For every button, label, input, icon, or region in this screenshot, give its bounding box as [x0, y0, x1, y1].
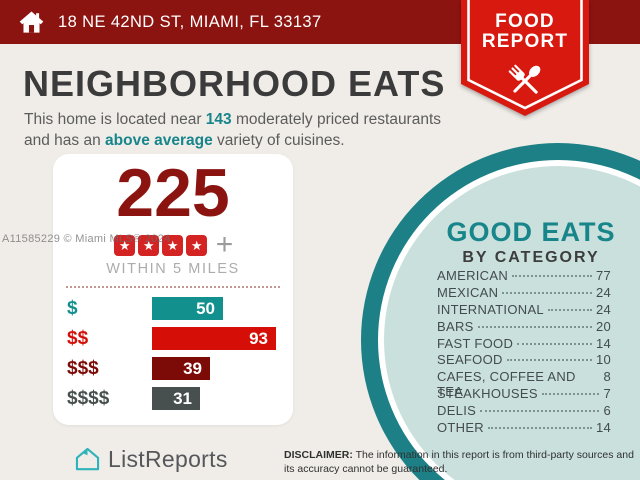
category-count: 20 [595, 318, 611, 334]
category-row: MEXICAN 24 [437, 285, 611, 302]
dot-leader [477, 325, 592, 328]
price-tier-bar: 50 [152, 297, 223, 320]
property-address: 18 NE 42ND ST, MIAMI, FL 33137 [58, 12, 322, 31]
dot-leader [506, 359, 592, 362]
category-count: 8 [603, 369, 611, 385]
category-row: AMERICAN 77 [437, 268, 611, 285]
dot-leader [502, 291, 592, 294]
radius-label: WITHIN 5 MILES [106, 261, 240, 277]
category-count: 24 [595, 301, 611, 317]
price-tier-bar: 31 [152, 387, 200, 410]
disclaimer: DISCLAIMER: The information in this repo… [284, 449, 636, 476]
good-eats-header: GOOD EATS BY CATEGORY [425, 217, 637, 267]
listreports-logo-icon [75, 447, 100, 471]
subtitle-text: moderately priced restaurants and has an [24, 111, 442, 149]
dotted-divider [66, 286, 280, 288]
bar-row: $$ 93 [67, 327, 293, 350]
subtitle-text: variety of cuisines. [212, 132, 345, 149]
category-name: STEAKHOUSES [437, 386, 538, 402]
category-count: 6 [603, 403, 611, 419]
ribbon-title-line1: FOOD [495, 11, 555, 32]
dot-leader [547, 308, 592, 311]
category-name: FAST FOOD [437, 335, 514, 351]
category-row: STEAKHOUSES 7 [437, 386, 611, 403]
star-icon: ★ [114, 234, 136, 256]
category-name: INTERNATIONAL [437, 301, 544, 317]
category-row: DELIS 6 [437, 403, 611, 420]
price-tier-label: $$$$ [67, 387, 110, 409]
category-row: SEAFOOD 10 [437, 352, 611, 369]
mls-watermark: A11585229 © Miami MLS® 2024 [2, 233, 171, 245]
star-rating: ★ ★ ★ ★ + [53, 228, 293, 261]
category-name: OTHER [437, 420, 484, 436]
dot-leader [517, 342, 592, 345]
listreports-wordmark: ListReports [108, 446, 228, 472]
bar-row: $50 [67, 297, 293, 320]
price-tier-label: $ [67, 297, 78, 319]
price-tier-bar-chart: $50 $$ 93 $$$ 39 $$$$ 31 [53, 297, 293, 410]
category-count: 10 [595, 352, 611, 368]
category-name: AMERICAN [437, 268, 509, 283]
price-tier-label: $$ [67, 327, 89, 349]
disclaimer-text: The information in this report is from t… [284, 449, 634, 475]
category-row: BARS 20 [437, 319, 611, 336]
category-count: 14 [595, 335, 611, 351]
category-name: DELIS [437, 403, 477, 419]
page-title: NEIGHBORHOOD EATS [23, 63, 446, 104]
star-icon: ★ [162, 234, 184, 256]
category-row: CAFES, COFFEE AND TEA 8 [437, 369, 611, 399]
category-count: 14 [595, 420, 611, 436]
category-list: AMERICAN 77 MEXICAN 24 INTERNATIONAL 24 BARS 20… [437, 268, 611, 437]
page-subtitle: This home is located near 143 moderately… [24, 109, 460, 151]
category-name: BARS [437, 318, 474, 334]
dot-leader [480, 410, 600, 413]
category-name: CAFES, COFFEE AND TEA [437, 369, 576, 400]
plus-sign: + [215, 228, 234, 261]
disclaimer-label: DISCLAIMER: [284, 449, 353, 461]
food-report-ribbon: FOOD REPORT [461, 0, 589, 118]
category-row: INTERNATIONAL 24 [437, 302, 611, 319]
dot-leader [488, 427, 592, 430]
restaurant-count: 143 [205, 111, 232, 128]
star-icon: ★ [138, 234, 160, 256]
ribbon-shape [461, 0, 589, 116]
price-tier-label: $$$ [67, 357, 99, 379]
bar-row: $$$$ 31 [67, 387, 293, 410]
good-eats-title: GOOD EATS [446, 217, 616, 247]
stats-card: 225 ★ ★ ★ ★ + WITHIN 5 MILES $50 $$ 93 $$$ 39 $$$… [53, 154, 293, 425]
category-count: 77 [595, 268, 611, 283]
category-row: FAST FOOD 14 [437, 336, 611, 353]
bar-row: $$$ 39 [67, 357, 293, 380]
subtitle-text: This home is located near [24, 111, 206, 128]
dot-leader [512, 275, 592, 277]
home-icon [19, 11, 44, 33]
good-eats-subtitle: BY CATEGORY [462, 249, 600, 266]
category-count: 7 [603, 386, 611, 402]
ribbon-title-line2: REPORT [481, 31, 569, 52]
price-tier-bar: 93 [152, 327, 276, 350]
dot-leader [541, 393, 600, 396]
star-icon: ★ [186, 234, 208, 256]
price-tier-bar: 39 [152, 357, 210, 380]
category-name: MEXICAN [437, 284, 499, 300]
spoon-fork-icon [508, 64, 541, 94]
category-count: 24 [595, 284, 611, 300]
listreports-brand: ListReports [74, 446, 228, 473]
category-name: SEAFOOD [437, 352, 503, 368]
variety-highlight: above average [105, 132, 213, 149]
category-row: OTHER 14 [437, 420, 611, 437]
total-restaurants-count: 225 [116, 155, 230, 231]
